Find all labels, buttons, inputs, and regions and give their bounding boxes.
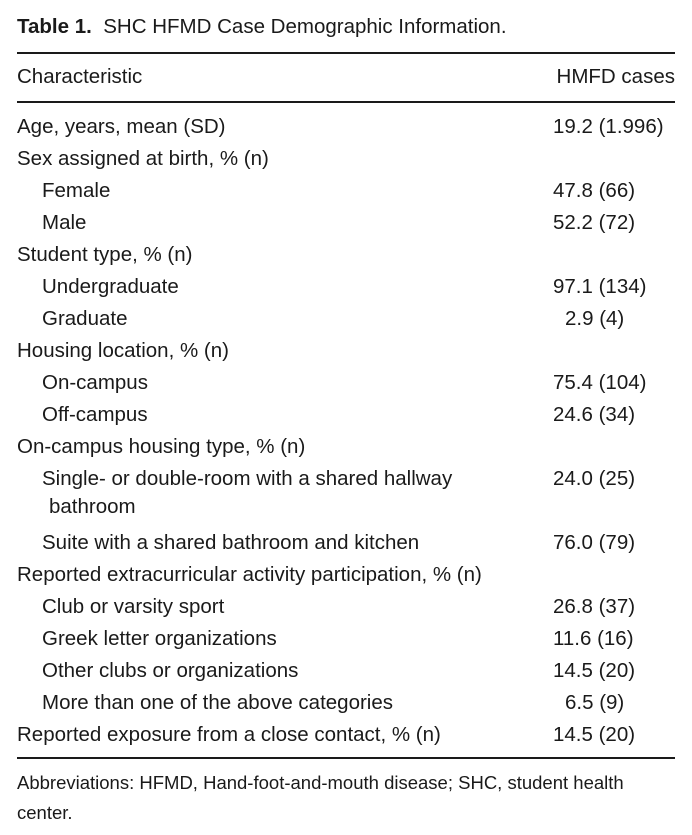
- row-label-text: Sex assigned at birth, % (n): [17, 147, 269, 170]
- table-row: Greek letter organizations 11.6 (16): [0, 623, 692, 655]
- row-label-text: Reported extracurricular activity partic…: [17, 563, 482, 586]
- row-value: 11.6 (16): [553, 627, 634, 650]
- row-value: 2.9 (4): [565, 307, 625, 330]
- table-header: Characteristic HMFD cases: [0, 61, 692, 93]
- table-row: Age, years, mean (SD) 19.2 (1.996): [0, 111, 692, 143]
- bottom-rule: [17, 757, 675, 759]
- table-row: Graduate 2.9 (4): [0, 303, 692, 335]
- row-label-text: On-campus housing type, % (n): [17, 435, 306, 458]
- row-label: Male: [42, 207, 86, 239]
- row-label-text: Greek letter organizations: [42, 627, 277, 650]
- row-label-text: Suite with a shared bathroom and kitchen: [42, 531, 420, 554]
- row-label: Club or varsity sport: [42, 591, 224, 623]
- table-row: On-campus housing type, % (n): [0, 431, 692, 463]
- row-label: On-campus housing type, % (n): [17, 431, 305, 463]
- row-label: Reported exposure from a close contact, …: [17, 719, 441, 751]
- row-label-text: Single- or double-room with a shared hal…: [42, 467, 453, 490]
- row-value: 6.5 (9): [565, 691, 625, 714]
- row-value: 19.2 (1.996): [553, 115, 664, 138]
- row-label: Age, years, mean (SD): [17, 111, 226, 143]
- row-label-text: Male: [42, 211, 87, 234]
- table-row: Single- or double-room with a shared hal…: [0, 463, 692, 527]
- row-label: More than one of the above categories: [42, 687, 393, 719]
- row-value: 75.4 (104): [553, 371, 647, 394]
- row-label: Sex assigned at birth, % (n): [17, 143, 269, 175]
- table-row: Student type, % (n): [0, 239, 692, 271]
- table-footnote: Abbreviations: HFMD, Hand-foot-and-mouth…: [17, 772, 624, 823]
- row-label-continuation: bathroom: [49, 495, 136, 518]
- table-row: Reported exposure from a close contact, …: [0, 719, 692, 751]
- row-label-text: More than one of the above categories: [42, 691, 394, 714]
- row-label: Other clubs or organizations: [42, 655, 298, 687]
- row-label: Reported extracurricular activity partic…: [17, 559, 482, 591]
- row-value: 14.5 (20): [553, 723, 636, 746]
- row-value: 26.8 (37): [553, 595, 636, 618]
- row-value: 24.0 (25): [553, 467, 636, 490]
- row-value: 14.5 (20): [553, 659, 636, 682]
- row-label-text: Female: [42, 179, 111, 202]
- row-value: 24.6 (34): [553, 403, 636, 426]
- table-label: Table 1.: [17, 15, 92, 38]
- table-body: Age, years, mean (SD) 19.2 (1.996) Sex ass…: [0, 111, 692, 751]
- row-value: 52.2 (72): [553, 211, 636, 234]
- row-value: 76.0 (79): [553, 531, 636, 554]
- row-label: Graduate: [42, 303, 127, 335]
- table-row: Off-campus 24.6 (34): [0, 399, 692, 431]
- row-label-text: Other clubs or organizations: [42, 659, 299, 682]
- header-rule: [17, 101, 675, 103]
- row-label: Suite with a shared bathroom and kitchen: [42, 527, 419, 559]
- row-label-text: Reported exposure from a close contact, …: [17, 723, 441, 746]
- row-label-text: Graduate: [42, 307, 128, 330]
- table-row: Other clubs or organizations 14.5 (20): [0, 655, 692, 687]
- row-label-text: On-campus: [42, 371, 148, 394]
- row-label-text: Club or varsity sport: [42, 595, 225, 618]
- table-row: Undergraduate 97.1 (134): [0, 271, 692, 303]
- row-value: 47.8 (66): [553, 179, 636, 202]
- row-label: Female: [42, 175, 110, 207]
- row-label: Housing location, % (n): [17, 335, 229, 367]
- table-row: On-campus 75.4 (104): [0, 367, 692, 399]
- row-label: Greek letter organizations: [42, 623, 277, 655]
- row-label-text: Age, years, mean (SD): [17, 115, 226, 138]
- row-label-text: Housing location, % (n): [17, 339, 229, 362]
- row-label-text: Student type, % (n): [17, 243, 193, 266]
- row-label: Student type, % (n): [17, 239, 192, 271]
- column-header-cases: HMFD cases: [556, 65, 675, 88]
- row-label-text: Undergraduate: [42, 275, 179, 298]
- table-caption: Table 1. SHC HFMD Case Demographic Infor…: [17, 13, 507, 41]
- top-rule: [17, 52, 675, 54]
- row-value: 97.1 (134): [553, 275, 647, 298]
- table-row: Sex assigned at birth, % (n): [0, 143, 692, 175]
- table-row: Reported extracurricular activity partic…: [0, 559, 692, 591]
- row-label: Off-campus: [42, 399, 148, 431]
- row-label: Undergraduate: [42, 271, 179, 303]
- row-label: Single- or double-room with a shared hal…: [42, 463, 512, 519]
- table-row: Suite with a shared bathroom and kitchen…: [0, 527, 692, 559]
- table-row: Club or varsity sport 26.8 (37): [0, 591, 692, 623]
- table-row: Housing location, % (n): [0, 335, 692, 367]
- table-row: Female 47.8 (66): [0, 175, 692, 207]
- row-label: On-campus: [42, 367, 148, 399]
- row-label-text: Off-campus: [42, 403, 148, 426]
- table-row: Male 52.2 (72): [0, 207, 692, 239]
- column-header-characteristic: Characteristic: [17, 65, 143, 88]
- table-title: SHC HFMD Case Demographic Information.: [103, 15, 507, 38]
- table-row: More than one of the above categories 6.5…: [0, 687, 692, 719]
